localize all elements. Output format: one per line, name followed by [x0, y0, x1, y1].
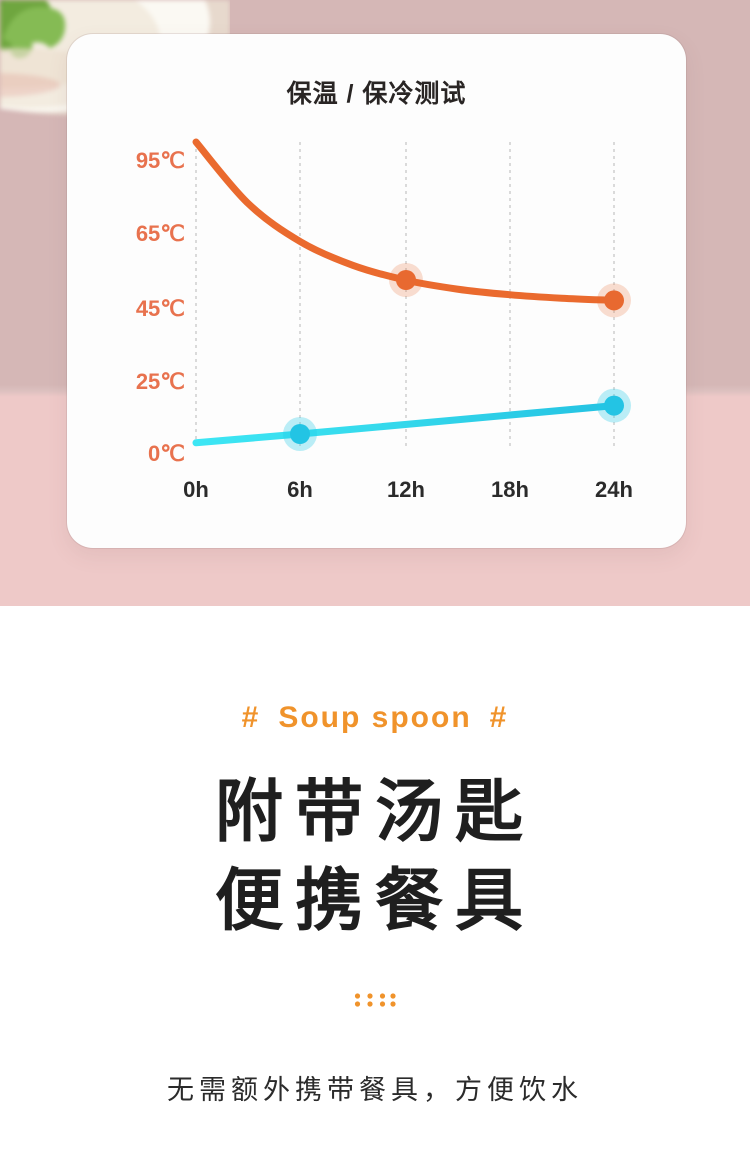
- svg-text:65℃: 65℃: [136, 221, 185, 246]
- svg-text:25℃: 25℃: [136, 369, 185, 394]
- svg-text:0h: 0h: [183, 477, 209, 502]
- svg-text:18h: 18h: [491, 477, 529, 502]
- svg-text:6h: 6h: [287, 477, 313, 502]
- svg-text:0℃: 0℃: [148, 441, 185, 466]
- svg-text:95℃: 95℃: [136, 148, 185, 173]
- svg-text:45℃: 45℃: [136, 296, 185, 321]
- svg-text:24h: 24h: [595, 477, 633, 502]
- svg-text:12h: 12h: [387, 477, 425, 502]
